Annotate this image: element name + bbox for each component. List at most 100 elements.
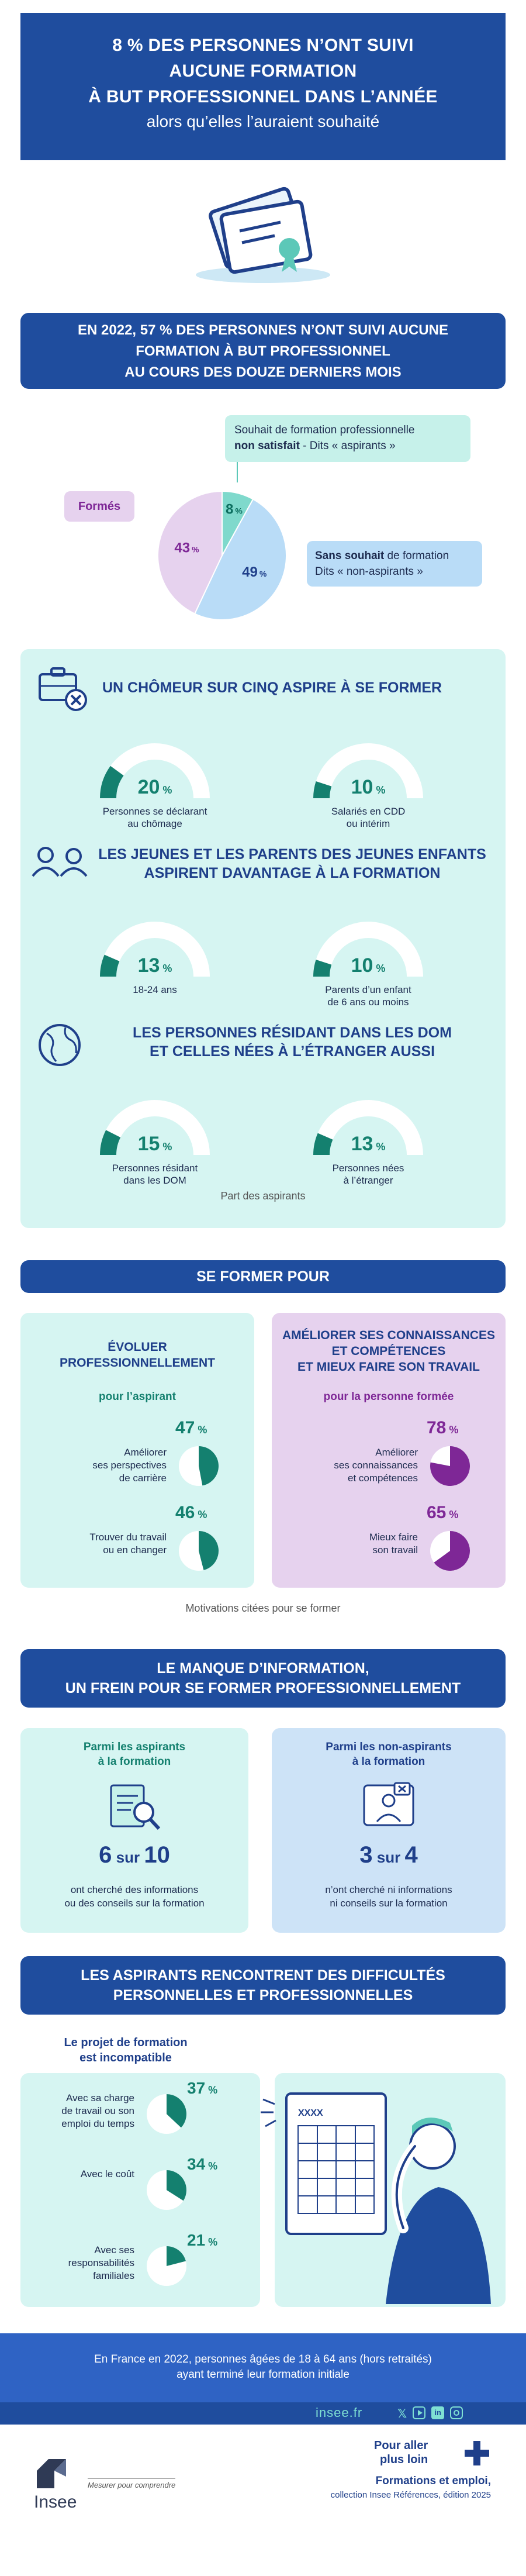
section1-banner-line2: FORMATION À BUT PROFESSIONNEL	[136, 343, 390, 359]
info-left-big: 6 sur 10	[20, 1842, 248, 1868]
difficulty-pie-fill	[167, 2170, 186, 2201]
callout-non-line1: de formation	[384, 550, 449, 562]
group2-title-line2: ASPIRENT DAVANTAGE À LA FORMATION	[144, 865, 441, 881]
info-right-text-line1: n’ont cherché ni informations	[325, 1884, 452, 1895]
motivation-right-subtitle: pour la personne formée	[323, 1391, 454, 1403]
gauge-value: 10 %	[351, 776, 386, 798]
group2-title-line1: LES JEUNES ET LES PARENTS DES JEUNES ENF…	[98, 846, 486, 863]
motivation-pie	[430, 1446, 470, 1486]
motivation-value: 47 %	[175, 1418, 207, 1437]
info-left-big-a: 6	[99, 1842, 112, 1868]
info-right-text: n’ont cherché ni informations ni conseil…	[272, 1883, 506, 1910]
person-no-info-icon	[363, 1782, 414, 1826]
info-right-big-b: 4	[404, 1842, 418, 1868]
gauge-caption: Personnes résidant dans les DOM	[112, 1163, 198, 1186]
info-right-title-line1: Parmi les non-aspirants	[326, 1741, 452, 1753]
gauge-fill	[100, 954, 120, 977]
callout-aspirants-emph: non satisfait	[234, 440, 300, 452]
linkedin-icon[interactable]: in	[431, 2406, 445, 2419]
group1-title: UN CHÔMEUR SUR CINQ ASPIRE À SE FORMER	[102, 678, 488, 697]
publication-ref[interactable]: Formations et emploi, collection Insee R…	[281, 2475, 491, 2500]
more-info-line2: plus loin	[380, 2453, 428, 2466]
gauge-0-0	[96, 740, 213, 804]
gauge-2-1	[310, 1096, 427, 1161]
callout-non-emph: Sans souhait	[315, 550, 385, 562]
item-label: Avec ses responsabilités familiales	[68, 2244, 134, 2281]
more-info-line1: Pour aller	[374, 2439, 428, 2452]
info-left-big-sur: sur	[112, 1849, 144, 1866]
publication-collection: collection Insee Références, édition 202…	[330, 2490, 491, 2500]
scope-note-line2: ayant terminé leur formation initiale	[177, 2368, 349, 2381]
section4-banner: LE MANQUE D’INFORMATION, UN FREIN POUR S…	[20, 1649, 506, 1708]
instagram-icon[interactable]	[450, 2406, 463, 2419]
gauge-1-0	[96, 918, 213, 982]
gauge-value: 20 %	[137, 776, 172, 798]
info-right-big: 3 sur 4	[272, 1842, 506, 1868]
gauge-fill	[100, 1130, 121, 1156]
info-right-title-line2: à la formation	[352, 1756, 425, 1768]
info-left-text: ont cherché des informations ou des cons…	[20, 1883, 248, 1910]
info-left-big-b: 10	[144, 1842, 170, 1868]
insee-logo-icon	[37, 2459, 66, 2488]
briefcase-icon	[39, 667, 87, 711]
difficulty-pie	[147, 2246, 186, 2286]
pie-label-49: 49%	[242, 564, 267, 580]
stressed-person-illustration: XXXX	[261, 2092, 491, 2304]
section5-banner: LES ASPIRANTS RENCONTRENT DES DIFFICULTÉ…	[20, 1956, 506, 2015]
section1-banner: EN 2022, 57 % DES PERSONNES N’ONT SUIVI …	[20, 313, 506, 389]
info-left-panel	[20, 1728, 248, 1933]
header-subtitle: alors qu’elles l’auraient souhaité	[146, 112, 380, 130]
gauge-value: 13 %	[137, 954, 172, 977]
social-links: 𝕏 in	[397, 2406, 463, 2421]
motivation-value: 65 %	[427, 1503, 459, 1522]
site-link[interactable]: insee.fr	[316, 2405, 363, 2420]
info-left-title: Parmi les aspirants à la formation	[20, 1740, 248, 1769]
gauge-1-1	[310, 918, 427, 982]
gauge-2-0	[96, 1096, 213, 1161]
difficulties-heading-line2: est incompatible	[79, 2051, 172, 2064]
info-right-big-sur: sur	[372, 1849, 405, 1866]
publication-title: Formations et emploi,	[375, 2475, 491, 2487]
section1-banner-line3: AU COURS DES DOUZE DERNIERS MOIS	[124, 364, 402, 380]
more-info-heading: Pour aller plus loin	[374, 2439, 428, 2467]
gauge-value: 15 %	[137, 1133, 172, 1155]
item-label: Avec sa charge de travail ou son emploi du…	[61, 2092, 134, 2129]
motivation-right-title-line2: ET COMPÉTENCES	[331, 1344, 446, 1358]
callout-non-aspirants: Sans souhait de formation Dits « non-asp…	[307, 541, 482, 587]
gauge-caption: Personnes nées à l’étranger	[332, 1163, 404, 1186]
group3-title-line1: LES PERSONNES RÉSIDANT DANS LES DOM	[133, 1025, 452, 1041]
motivation-pie-fill	[199, 1446, 219, 1486]
group3-title: LES PERSONNES RÉSIDANT DANS LES DOM ET C…	[94, 1023, 491, 1061]
difficulty-pie	[147, 2094, 186, 2134]
globe-icon	[39, 1024, 81, 1066]
section5-banner-line1: LES ASPIRANTS RENCONTRENT DES DIFFICULTÉ…	[81, 1967, 445, 1984]
motivation-value: 46 %	[175, 1503, 207, 1522]
callout-aspirants: Souhait de formation professionnelle non…	[225, 415, 470, 462]
youtube-icon[interactable]	[413, 2406, 426, 2419]
gauge-fill	[313, 781, 332, 799]
motivation-pie	[430, 1531, 470, 1571]
section4-banner-line2: UN FREIN POUR SE FORMER PROFESSIONNELLEM…	[65, 1680, 461, 1696]
gauge-caption: Personnes se déclarant au chômage	[102, 806, 207, 829]
people-icon	[32, 847, 88, 877]
section4-banner-line1: LE MANQUE D’INFORMATION,	[157, 1660, 369, 1677]
motivation-pie	[179, 1446, 219, 1486]
item-label: Améliorer ses connaissances et compétences	[334, 1447, 418, 1484]
section3-banner: SE FORMER POUR	[20, 1260, 506, 1293]
motivation-left-title: ÉVOLUER PROFESSIONNELLEMENT	[20, 1339, 254, 1371]
difficulties-heading-line1: Le projet de formation	[64, 2036, 188, 2049]
info-right-title: Parmi les non-aspirants à la formation	[272, 1740, 506, 1769]
header-title-line1: 8 % DES PERSONNES N’ONT SUIVI	[112, 36, 414, 55]
motivation-pie-fill	[434, 1531, 470, 1571]
page-header: 8 % DES PERSONNES N’ONT SUIVI AUCUNE FOR…	[20, 13, 506, 160]
section2-footnote: Part des aspirants	[220, 1190, 306, 1202]
pie-chart: 8 %49 %43%	[157, 490, 287, 620]
scope-note: En France en 2022, personnes âgées de 18…	[0, 2333, 526, 2402]
x-icon[interactable]: 𝕏	[397, 2408, 407, 2420]
item-label: Avec le coût	[80, 2168, 134, 2180]
callout-non-line2: Dits « non-aspirants »	[315, 565, 423, 578]
gauge-caption: Salariés en CDD ou intérim	[331, 806, 406, 829]
info-right-text-line2: ni conseils sur la formation	[330, 1898, 448, 1909]
difficulty-value: 21 %	[187, 2231, 218, 2249]
section5-banner-line2: PERSONNELLES ET PROFESSIONNELLES	[113, 1987, 413, 2003]
